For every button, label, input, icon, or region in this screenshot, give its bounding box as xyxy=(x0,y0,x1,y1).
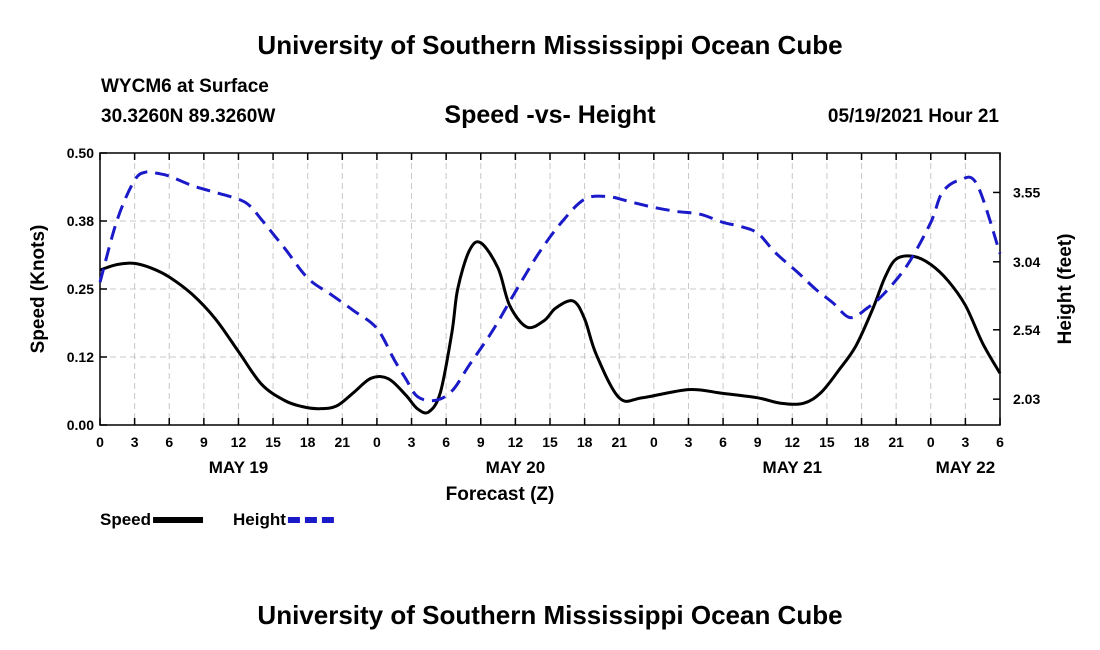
x-tick-label: 15 xyxy=(265,434,281,450)
forecast-datetime: 05/19/2021 Hour 21 xyxy=(827,106,999,127)
x-tick-label: 21 xyxy=(888,434,904,450)
chart-legend: Speed Height xyxy=(100,510,338,529)
y-right-tick-label: 3.55 xyxy=(1013,184,1040,200)
x-tick-label: 0 xyxy=(373,434,381,450)
y-axis-left-label: Speed (Knots) xyxy=(28,225,49,354)
x-tick-label: 6 xyxy=(719,434,727,450)
y-right-tick-label: 2.54 xyxy=(1013,322,1040,338)
station-coords: 30.3260N 89.3260W xyxy=(101,106,276,127)
x-day-label: MAY 20 xyxy=(486,458,546,477)
x-day-label: MAY 22 xyxy=(936,458,996,477)
x-tick-label: 12 xyxy=(231,434,247,450)
x-tick-label: 21 xyxy=(611,434,627,450)
x-tick-label: 12 xyxy=(785,434,801,450)
y-left-tick-label: 0.25 xyxy=(67,281,94,297)
x-tick-label: 15 xyxy=(819,434,835,450)
axis-ticks: 0 3 6 9 12 15 18 21 0 3 6 9 12 15 18 21 0 3 6 9 12 15 18 21 0 3 6M… xyxy=(67,145,1041,477)
page-title-top: University of Southern Mississippi Ocean… xyxy=(257,30,843,60)
legend-label-height: Height xyxy=(233,510,286,529)
x-tick-label: 3 xyxy=(685,434,693,450)
x-axis-label: Forecast (Z) xyxy=(446,484,555,505)
x-tick-label: 15 xyxy=(542,434,558,450)
grid-lines xyxy=(100,153,1000,425)
y-right-tick-label: 2.03 xyxy=(1013,391,1040,407)
y-left-tick-label: 0.38 xyxy=(67,213,94,229)
speed-series-line xyxy=(99,240,1002,415)
x-day-label: MAY 19 xyxy=(209,458,269,477)
x-tick-label: 0 xyxy=(96,434,104,450)
plot-title: Speed -vs- Height xyxy=(444,101,656,129)
x-tick-label: 9 xyxy=(200,434,208,450)
page-title-bottom: University of Southern Mississippi Ocean… xyxy=(257,600,843,630)
x-tick-label: 3 xyxy=(961,434,969,450)
x-tick-label: 0 xyxy=(650,434,658,450)
x-tick-label: 18 xyxy=(854,434,870,450)
x-tick-label: 9 xyxy=(754,434,762,450)
station-label: WYCM6 at Surface xyxy=(101,76,269,97)
x-tick-label: 6 xyxy=(442,434,450,450)
y-left-tick-label: 0.50 xyxy=(67,145,94,161)
x-tick-label: 9 xyxy=(477,434,485,450)
x-tick-label: 18 xyxy=(300,434,316,450)
x-tick-label: 21 xyxy=(335,434,351,450)
y-axis-right-label: Height (feet) xyxy=(1055,234,1076,345)
x-tick-label: 0 xyxy=(927,434,935,450)
x-tick-label: 3 xyxy=(408,434,416,450)
x-tick-label: 12 xyxy=(508,434,524,450)
x-tick-label: 3 xyxy=(131,434,139,450)
x-tick-label: 6 xyxy=(165,434,173,450)
y-left-tick-label: 0.00 xyxy=(67,417,94,433)
y-left-tick-label: 0.12 xyxy=(67,349,94,365)
x-tick-label: 18 xyxy=(577,434,593,450)
legend-label-speed: Speed xyxy=(100,510,151,529)
y-right-tick-label: 3.04 xyxy=(1013,254,1040,270)
height-series-line xyxy=(98,170,1002,403)
x-day-label: MAY 21 xyxy=(763,458,823,477)
x-tick-label: 6 xyxy=(996,434,1004,450)
